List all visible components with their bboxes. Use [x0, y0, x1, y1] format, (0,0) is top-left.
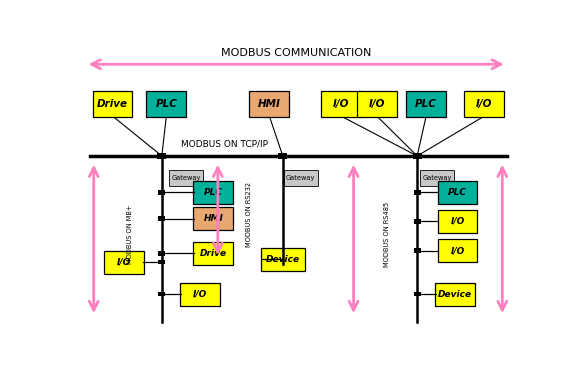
FancyBboxPatch shape	[157, 153, 166, 159]
FancyBboxPatch shape	[169, 170, 203, 186]
FancyBboxPatch shape	[158, 260, 165, 264]
Text: MODBUS COMMUNICATION: MODBUS COMMUNICATION	[221, 48, 372, 57]
FancyBboxPatch shape	[180, 283, 220, 306]
Text: MODBUS ON RS485: MODBUS ON RS485	[384, 202, 390, 267]
Text: Gateway: Gateway	[423, 175, 452, 181]
FancyBboxPatch shape	[194, 242, 234, 265]
Text: HMI: HMI	[203, 214, 223, 223]
Text: Gateway: Gateway	[286, 175, 316, 181]
Text: MODBUS ON TCP/IP: MODBUS ON TCP/IP	[181, 140, 268, 149]
FancyBboxPatch shape	[158, 251, 165, 256]
Text: I/O: I/O	[369, 99, 385, 108]
FancyBboxPatch shape	[420, 170, 454, 186]
Text: PLC: PLC	[155, 99, 177, 108]
FancyBboxPatch shape	[438, 239, 477, 262]
FancyBboxPatch shape	[465, 91, 504, 116]
FancyBboxPatch shape	[435, 283, 475, 306]
FancyBboxPatch shape	[438, 210, 477, 233]
FancyBboxPatch shape	[146, 91, 186, 116]
Text: I/O: I/O	[193, 290, 207, 299]
FancyBboxPatch shape	[414, 219, 421, 224]
FancyBboxPatch shape	[279, 257, 286, 262]
FancyBboxPatch shape	[284, 170, 318, 186]
FancyBboxPatch shape	[357, 91, 397, 116]
FancyBboxPatch shape	[194, 207, 234, 230]
Text: I/O: I/O	[476, 99, 492, 108]
Text: MODBUS ON MB+: MODBUS ON MB+	[127, 205, 132, 264]
FancyBboxPatch shape	[321, 91, 361, 116]
Text: I/O: I/O	[450, 217, 465, 226]
FancyBboxPatch shape	[158, 216, 165, 221]
FancyBboxPatch shape	[414, 190, 421, 195]
FancyBboxPatch shape	[438, 181, 477, 204]
Text: PLC: PLC	[415, 99, 437, 108]
FancyBboxPatch shape	[92, 91, 132, 116]
Text: Drive: Drive	[97, 99, 128, 108]
FancyBboxPatch shape	[279, 153, 287, 159]
Text: PLC: PLC	[448, 188, 467, 197]
Text: HMI: HMI	[258, 99, 281, 108]
FancyBboxPatch shape	[104, 251, 144, 274]
Text: Gateway: Gateway	[172, 175, 201, 181]
Text: I/O: I/O	[450, 246, 465, 255]
Text: Drive: Drive	[200, 249, 227, 258]
FancyBboxPatch shape	[406, 91, 446, 116]
FancyBboxPatch shape	[414, 248, 421, 253]
FancyBboxPatch shape	[414, 292, 421, 296]
Text: Device: Device	[266, 255, 300, 264]
Text: PLC: PLC	[204, 188, 223, 197]
FancyBboxPatch shape	[158, 190, 165, 195]
FancyBboxPatch shape	[158, 292, 165, 296]
Text: Device: Device	[438, 290, 472, 299]
Text: MODBUS ON RS232: MODBUS ON RS232	[246, 181, 252, 247]
FancyBboxPatch shape	[413, 153, 422, 159]
Text: I/O: I/O	[333, 99, 349, 108]
FancyBboxPatch shape	[250, 91, 289, 116]
FancyBboxPatch shape	[194, 181, 234, 204]
Text: I/O: I/O	[117, 258, 131, 267]
FancyBboxPatch shape	[261, 248, 305, 271]
